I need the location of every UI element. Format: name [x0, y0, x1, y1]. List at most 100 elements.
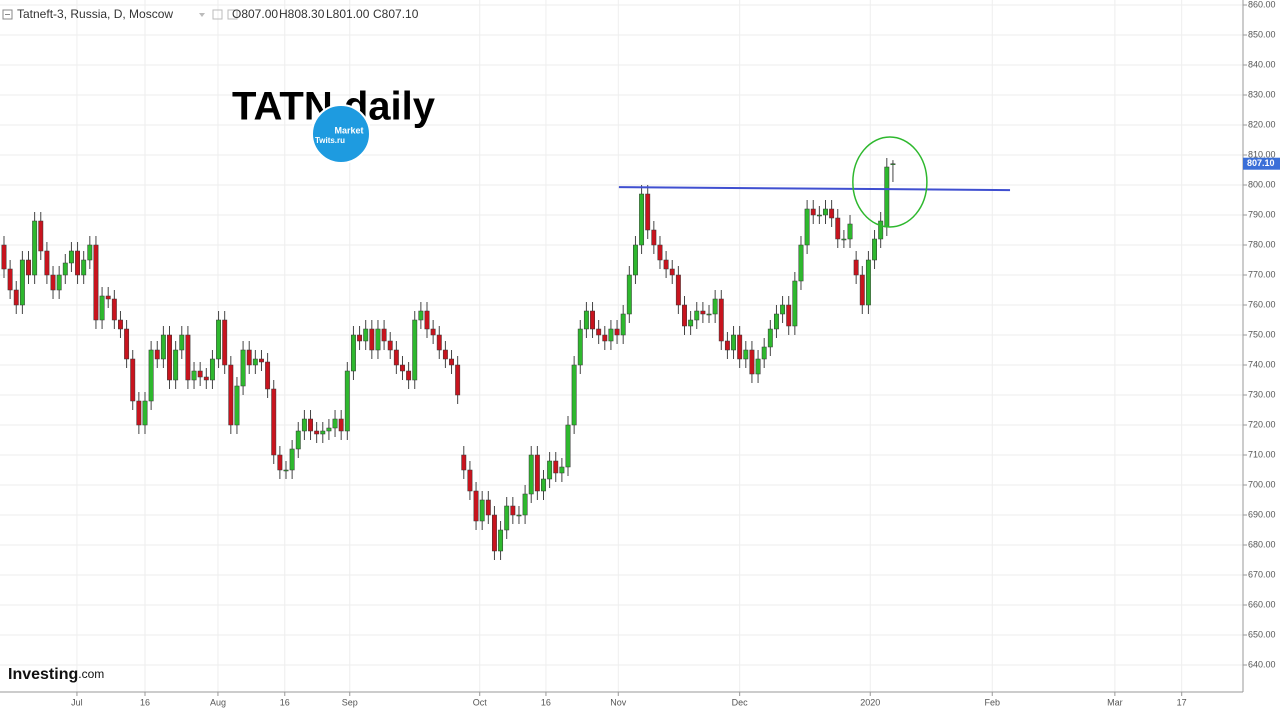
candle-body: [700, 310, 706, 315]
candle-body: [99, 295, 105, 321]
candle-body: [841, 238, 847, 241]
candle-body: [393, 349, 399, 366]
y-tick-label: 770.00: [1248, 269, 1276, 279]
candle-body: [173, 349, 179, 381]
y-tick-label: 720.00: [1248, 419, 1276, 429]
candle-body: [645, 193, 651, 231]
logo: [311, 104, 371, 164]
candle-body: [203, 376, 209, 381]
icon[interactable]: [227, 9, 238, 20]
candle-body: [50, 274, 56, 291]
candle-body: [847, 223, 853, 240]
candle-body: [289, 448, 295, 471]
x-tick-label: 17: [1177, 697, 1187, 707]
candle-body: [7, 268, 13, 291]
candle-body: [442, 349, 448, 360]
candle-body: [731, 334, 736, 351]
candle-body: [369, 328, 375, 351]
candle-body: [491, 514, 497, 552]
candle-body: [596, 328, 602, 336]
candle-body: [436, 334, 442, 351]
candle-body: [872, 238, 877, 261]
candle-body: [614, 328, 620, 336]
watermark: Investing.com: [8, 666, 104, 683]
candle-body: [547, 460, 553, 480]
candle-body: [798, 244, 804, 282]
candle-body: [786, 304, 792, 327]
candle-body: [26, 259, 31, 276]
logo-text: Twits.ru: [315, 136, 345, 145]
candle-body: [639, 193, 645, 246]
x-tick-label: Aug: [210, 697, 226, 707]
candle-body: [780, 304, 786, 315]
candle-body: [118, 319, 123, 330]
ohlc-label: L801.00: [326, 7, 370, 21]
candle-body: [853, 259, 859, 276]
y-tick-label: 780.00: [1248, 239, 1276, 249]
candle-body: [718, 298, 724, 342]
candle-body: [38, 220, 44, 252]
candle-body: [418, 310, 424, 321]
candle-body: [755, 358, 761, 375]
candle-body: [320, 430, 326, 435]
ohlc-label: C807.10: [373, 7, 419, 21]
y-tick-label: 840.00: [1248, 59, 1276, 69]
candle-body: [56, 274, 62, 291]
x-tick-label: 16: [541, 697, 551, 707]
candle-body: [179, 334, 185, 351]
candle-body: [823, 208, 828, 216]
candle-body: [160, 334, 166, 360]
candle-body: [675, 274, 681, 306]
candle-body: [804, 208, 810, 246]
dropdown[interactable]: [199, 13, 205, 17]
candle-body: [878, 220, 884, 240]
candle-body: [424, 310, 430, 330]
x-tick-label: Mar: [1107, 697, 1123, 707]
x-tick-label: 16: [140, 697, 150, 707]
candle-body: [682, 304, 687, 327]
candle-body: [375, 328, 381, 351]
candle-body: [314, 430, 320, 435]
candle-body: [32, 220, 38, 276]
candle-body: [510, 505, 516, 516]
icon[interactable]: [212, 9, 223, 20]
y-tick-label: 830.00: [1248, 89, 1276, 99]
candle-body: [559, 466, 565, 474]
y-tick-label: 820.00: [1248, 119, 1276, 129]
candle-body: [657, 244, 663, 261]
candle-body: [890, 163, 896, 165]
candle-body: [504, 505, 510, 531]
candle-body: [259, 358, 264, 363]
candle-body: [590, 310, 595, 330]
candle-body: [271, 388, 277, 456]
x-tick-label: Sep: [342, 697, 358, 707]
candle-body: [884, 166, 890, 228]
candle-body: [553, 460, 559, 474]
y-tick-label: 800.00: [1248, 179, 1276, 189]
candle-body: [737, 334, 743, 360]
x-tick-label: Oct: [473, 697, 488, 707]
candle-body: [498, 529, 504, 552]
y-tick-label: 680.00: [1248, 539, 1276, 549]
candle-body: [105, 295, 111, 300]
y-tick-label: 660.00: [1248, 599, 1276, 609]
candle-body: [93, 244, 99, 321]
candles: [1, 158, 896, 560]
candle-body: [167, 334, 172, 381]
candle-body: [430, 328, 436, 336]
candle-body: [44, 250, 50, 276]
candle-body: [228, 364, 234, 426]
ohlc-legend: O807.00 H808.30 L801.00 C807.10: [232, 7, 419, 21]
candle-body: [265, 361, 271, 390]
candle-body: [461, 454, 467, 471]
candle-body: [68, 250, 74, 264]
candle-body: [663, 259, 669, 270]
candle-body: [326, 427, 332, 432]
candle-body: [344, 370, 350, 432]
collapse-icon[interactable]: [2, 9, 13, 20]
annotations: 807.10: [618, 136, 1280, 228]
last-price-label: 807.10: [1247, 158, 1275, 168]
